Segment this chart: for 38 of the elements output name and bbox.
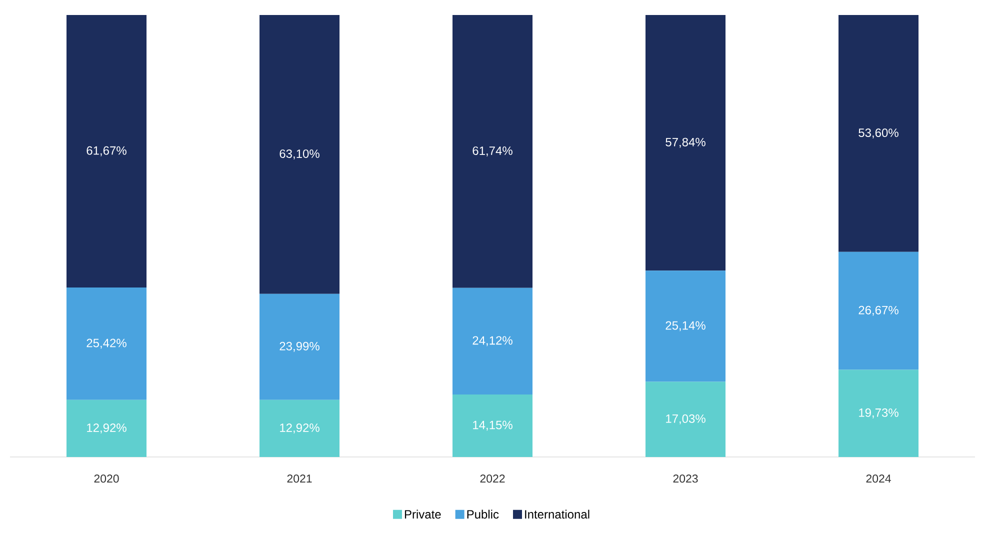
legend-label: Public (467, 510, 499, 519)
data-label: 24,12% (472, 336, 512, 346)
data-label: 14,15% (473, 420, 512, 431)
legend-label: International (525, 510, 590, 519)
bar (838, 252, 919, 370)
data-label: 25,14% (666, 321, 706, 332)
bar (452, 14, 533, 288)
bar (260, 14, 340, 294)
bar (838, 370, 919, 457)
bar (452, 394, 533, 457)
x-tick-label: 2022 (480, 474, 505, 483)
data-label: 26,67% (858, 306, 898, 316)
data-label: 57,84% (666, 138, 706, 148)
bar (66, 14, 147, 288)
x-tick-label: 2023 (673, 474, 698, 483)
x-tick-label: 2020 (94, 474, 119, 483)
x-tick-label: 2021 (287, 474, 312, 483)
bar (260, 400, 340, 457)
data-label: 12,92% (87, 423, 126, 434)
data-label: 53,60% (858, 128, 898, 138)
bar (66, 288, 147, 400)
data-label: 61,74% (472, 146, 512, 156)
bar (838, 15, 919, 252)
data-label: 17,03% (666, 414, 706, 424)
data-label: 19,73% (859, 408, 898, 418)
data-label: 12,92% (280, 423, 320, 434)
bar (260, 294, 340, 400)
bar (66, 400, 147, 457)
data-label: 25,42% (86, 338, 126, 349)
x-tick-label: 2024 (866, 474, 891, 483)
legend-label: Private (404, 510, 441, 519)
bar (646, 270, 726, 382)
data-label: 23,99% (280, 342, 320, 352)
bar (646, 14, 726, 271)
data-label: 61,67% (86, 146, 126, 156)
bar (452, 288, 533, 394)
bar (646, 382, 726, 457)
data-label: 63,10% (280, 149, 320, 160)
